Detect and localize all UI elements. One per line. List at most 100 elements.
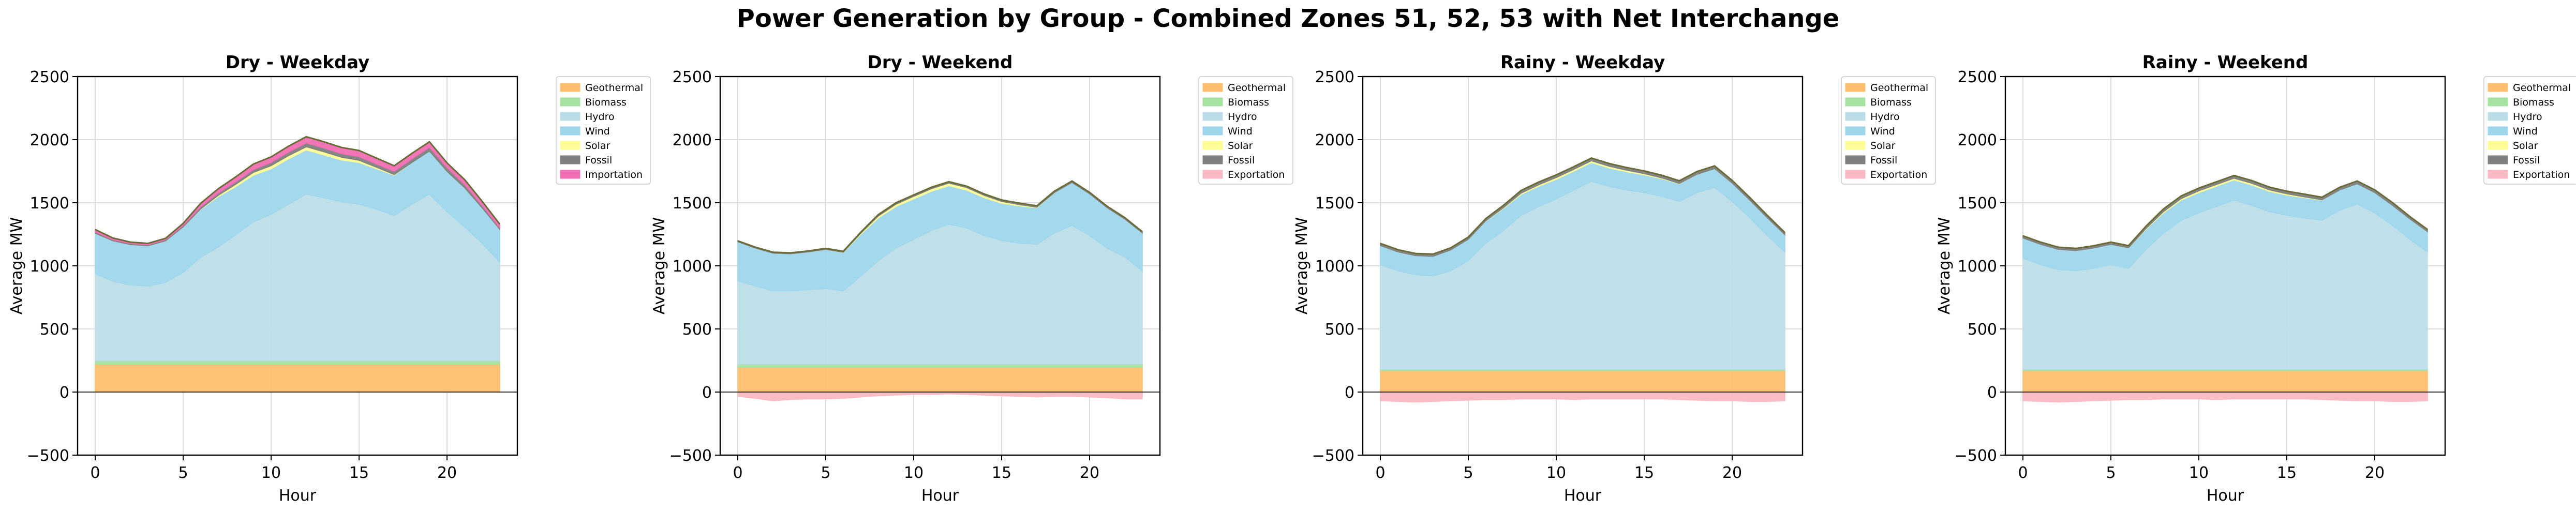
chart-panel-4: −500 0 500 1000 1500 2000 2500 0 5 10 15 20 Rainy - … — [1935, 52, 2576, 505]
legend-swatch — [2488, 126, 2508, 136]
legend-swatch — [1845, 170, 1866, 179]
x-tick-label: 0 — [1375, 464, 1385, 482]
y-tick-label: 2500 — [1315, 68, 1354, 86]
y-tick-label: −500 — [1312, 447, 1354, 465]
legend-swatch — [1202, 112, 1223, 121]
legend-swatch — [560, 141, 580, 150]
x-axis-label: Hour — [1564, 487, 1602, 505]
legend-label-solar: Solar — [1870, 140, 1896, 152]
legend-swatch — [1845, 155, 1866, 164]
legend-label-biomass: Biomass — [2513, 97, 2554, 108]
legend-label-fossil: Fossil — [1870, 155, 1897, 166]
y-tick-label: 1500 — [673, 194, 712, 213]
area-exportation — [737, 392, 1143, 401]
legend: Geothermal Biomass Hydro Wind Solar Fossil Exp… — [2483, 76, 2576, 185]
legend-swatch — [560, 126, 580, 136]
y-tick-label: 1000 — [673, 258, 712, 276]
legend-label-wind: Wind — [2513, 126, 2538, 137]
figure-title: Power Generation by Group - Combined Zon… — [736, 4, 1840, 33]
area-geothermal — [737, 367, 1143, 393]
legend-swatch — [1845, 97, 1866, 107]
legend-label-solar: Solar — [1228, 140, 1253, 152]
y-axis-label: Average MW — [1935, 217, 1954, 314]
x-axis-label: Hour — [2207, 487, 2244, 505]
y-axis-label: Average MW — [8, 217, 26, 314]
legend-swatch — [1202, 126, 1223, 136]
legend-swatch — [1202, 97, 1223, 107]
legend-swatch — [1845, 126, 1866, 136]
legend-swatch — [2488, 112, 2508, 121]
legend-label-hydro: Hydro — [1870, 111, 1900, 123]
x-tick-label: 5 — [1463, 464, 1473, 482]
x-axis-label: Hour — [921, 487, 959, 505]
x-tick-label: 20 — [437, 464, 457, 482]
legend-swatch — [2488, 83, 2508, 92]
x-tick-label: 10 — [1546, 464, 1566, 482]
x-tick-label: 5 — [821, 464, 830, 482]
legend-swatch — [2488, 155, 2508, 164]
y-tick-label: 500 — [1968, 321, 1997, 339]
area-biomass — [95, 360, 500, 365]
legend-label-biomass: Biomass — [1228, 97, 1269, 108]
x-tick-label: 15 — [2277, 464, 2297, 482]
chart-panel-3: −500 0 500 1000 1500 2000 2500 0 5 10 15 20 Rainy - … — [1293, 52, 1936, 505]
legend-label-importation: Importation — [585, 169, 643, 181]
x-tick-label: 0 — [90, 464, 100, 482]
legend-swatch — [560, 83, 580, 92]
legend-swatch — [2488, 97, 2508, 107]
legend-label-wind: Wind — [1870, 126, 1895, 137]
legend: Geothermal Biomass Hydro Wind Solar Fossil Exp… — [1198, 76, 1293, 185]
legend-swatch — [560, 112, 580, 121]
x-tick-label: 10 — [261, 464, 281, 482]
y-tick-label: 2500 — [673, 68, 712, 86]
y-tick-label: 500 — [1325, 321, 1354, 339]
total-envelope-line — [95, 136, 501, 245]
y-tick-label: 0 — [59, 384, 69, 402]
legend-label-geothermal: Geothermal — [1870, 82, 1928, 94]
legend-label-geothermal: Geothermal — [1228, 82, 1286, 94]
y-tick-label: 2500 — [1958, 68, 1997, 86]
legend-label-biomass: Biomass — [1870, 97, 1912, 108]
area-hydro — [1380, 181, 1785, 370]
chart-title: Rainy - Weekend — [2142, 52, 2309, 73]
legend-swatch — [1845, 141, 1866, 150]
chart-panel-1: −500 0 500 1000 1500 2000 2500 0 5 10 15 20 Dry - We… — [8, 52, 651, 505]
y-tick-label: 2000 — [30, 131, 69, 149]
legend-label-exportation: Exportation — [2513, 169, 2570, 181]
legend-swatch — [560, 155, 580, 164]
legend-label-geothermal: Geothermal — [585, 82, 643, 94]
x-tick-label: 15 — [1634, 464, 1654, 482]
area-exportation — [1380, 392, 1785, 403]
y-tick-label: 1000 — [1958, 258, 1997, 276]
legend-label-hydro: Hydro — [1228, 111, 1257, 123]
y-tick-label: 2500 — [30, 68, 69, 86]
legend-label-wind: Wind — [585, 126, 610, 137]
total-envelope-line — [1380, 157, 1786, 255]
x-tick-label: 15 — [349, 464, 369, 482]
legend-swatch — [1845, 83, 1866, 92]
y-tick-label: −500 — [27, 447, 69, 465]
legend-swatch — [1202, 83, 1223, 92]
legend-swatch — [1202, 155, 1223, 164]
legend-swatch — [1202, 141, 1223, 150]
legend-swatch — [560, 97, 580, 107]
legend-label-solar: Solar — [585, 140, 611, 152]
x-tick-label: 10 — [904, 464, 924, 482]
legend-swatch — [2488, 141, 2508, 150]
legend-swatch — [560, 170, 580, 179]
area-geothermal — [2022, 370, 2428, 393]
area-geothermal — [1380, 370, 1785, 393]
y-axis-label: Average MW — [650, 217, 668, 314]
y-tick-label: 500 — [40, 321, 69, 339]
x-tick-label: 5 — [2106, 464, 2116, 482]
legend-label-fossil: Fossil — [585, 155, 612, 166]
y-tick-label: 1500 — [1315, 194, 1354, 213]
y-tick-label: 1000 — [30, 258, 69, 276]
y-tick-label: 0 — [1345, 384, 1354, 402]
legend-label-solar: Solar — [2513, 140, 2538, 152]
legend-label-hydro: Hydro — [2513, 111, 2542, 123]
legend-swatch — [2488, 170, 2508, 179]
x-tick-label: 20 — [2365, 464, 2385, 482]
legend: Geothermal Biomass Hydro Wind Solar Fossil Exp… — [1841, 76, 1936, 185]
